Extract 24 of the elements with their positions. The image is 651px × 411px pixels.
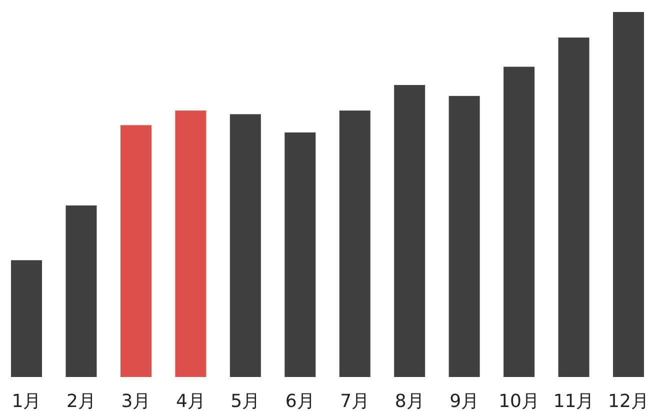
x-tick-label: 4月: [176, 391, 206, 411]
bar: [66, 205, 97, 377]
bar: [284, 132, 316, 377]
bar: [230, 114, 261, 377]
x-tick-label: 6月: [285, 391, 315, 411]
bar: [175, 110, 206, 377]
bar: [613, 12, 644, 377]
bar: [558, 38, 590, 377]
bar: [339, 110, 370, 377]
bar: [120, 125, 152, 377]
bar: [11, 260, 42, 377]
bar: [448, 96, 480, 377]
bar: [394, 85, 426, 377]
x-tick-label: 12月: [608, 391, 649, 411]
x-tick-label: 7月: [340, 391, 370, 411]
x-tick-label: 5月: [230, 391, 260, 411]
x-tick-label: 1月: [12, 391, 42, 411]
x-tick-label: 10月: [498, 391, 540, 411]
bar: [504, 66, 535, 377]
x-tick-label: 11月: [553, 391, 594, 411]
x-tick-label: 3月: [121, 391, 151, 411]
x-tick-label: 2月: [66, 391, 96, 411]
x-tick-label: 9月: [450, 391, 480, 411]
x-tick-label: 8月: [394, 391, 424, 411]
